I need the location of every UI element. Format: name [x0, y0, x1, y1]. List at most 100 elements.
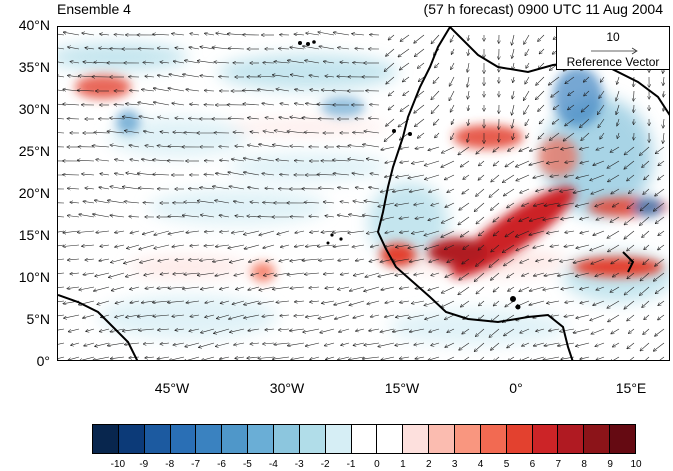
- wind-vector: [519, 356, 530, 360]
- wind-vector: [247, 216, 260, 217]
- wind-vector: [273, 356, 290, 359]
- wind-vector: [384, 132, 395, 141]
- wind-vector: [291, 356, 305, 360]
- wind-vector: [580, 146, 590, 149]
- wind-vector: [400, 301, 410, 303]
- wind-vector: [386, 76, 395, 84]
- wind-vector: [324, 61, 335, 63]
- wind-vector: [214, 328, 230, 333]
- wind-vector: [82, 33, 95, 36]
- wind-vector: [145, 287, 155, 289]
- wind-vector: [309, 216, 320, 217]
- wind-vector: [276, 160, 290, 161]
- wind-vector: [84, 342, 95, 346]
- wind-vector: [274, 272, 290, 276]
- wind-vector: [536, 258, 545, 261]
- wind-vector: [441, 300, 455, 307]
- wind-vector: [236, 286, 245, 289]
- anomaly-field: [58, 43, 669, 345]
- wind-vector: [393, 328, 410, 332]
- wind-vector: [381, 286, 395, 290]
- wind-vector: [265, 188, 275, 189]
- wind-vector: [576, 314, 590, 318]
- wind-vector: [288, 342, 305, 346]
- wind-vector: [63, 89, 80, 91]
- wind-vector: [617, 118, 619, 126]
- colorbar-label: 4: [477, 459, 484, 470]
- wind-vector: [143, 343, 155, 344]
- colorbar-label: -2: [320, 459, 330, 470]
- wind-vector: [607, 300, 620, 308]
- wind-vector: [445, 174, 455, 180]
- wind-vector: [126, 272, 140, 277]
- wind-vector: [215, 272, 230, 276]
- wind-vector: [318, 32, 335, 36]
- wind-vector: [139, 188, 155, 189]
- wind-vector: [371, 245, 380, 247]
- wind-vector: [627, 174, 635, 181]
- colorbar-label: 6: [529, 459, 536, 470]
- wind-vector: [450, 104, 455, 112]
- wind-vector: [408, 174, 425, 178]
- wind-vector: [356, 259, 365, 261]
- wind-vector: [305, 342, 320, 346]
- wind-vector: [108, 342, 125, 346]
- wind-vector: [656, 286, 665, 293]
- wind-vector: [306, 103, 320, 105]
- wind-vector: [168, 88, 185, 92]
- wind-vector: [205, 314, 215, 317]
- wind-vector: [624, 160, 635, 169]
- wind-vector: [462, 258, 470, 264]
- wind-vector: [507, 272, 515, 278]
- wind-vector: [58, 300, 65, 302]
- colorbar-label: 0: [374, 459, 380, 470]
- wind-vector: [442, 146, 455, 153]
- wind-vector: [265, 329, 275, 330]
- wind-vector: [414, 34, 425, 43]
- wind-vector: [83, 62, 95, 63]
- wind-vector: [601, 76, 605, 82]
- wind-vector: [451, 62, 455, 69]
- wind-vector: [262, 315, 275, 317]
- wind-vector: [464, 356, 470, 360]
- wind-vector: [265, 118, 275, 120]
- wind-vector: [431, 90, 440, 100]
- wind-vector: [608, 314, 620, 322]
- wind-vector: [526, 132, 530, 138]
- wind-vector: [493, 286, 500, 292]
- wind-vector: [321, 90, 335, 91]
- wind-vector: [581, 104, 590, 112]
- wind-vector: [258, 158, 275, 162]
- wind-vector: [415, 48, 425, 56]
- wind-vector: [409, 258, 425, 262]
- colorbar-cell: [118, 425, 145, 453]
- wind-vector: [434, 118, 440, 125]
- wind-vector: [173, 273, 185, 274]
- wind-vector: [319, 188, 335, 189]
- wind-vector: [624, 230, 635, 239]
- wind-vector: [186, 231, 200, 233]
- wind-vector: [442, 216, 455, 223]
- wind-vector: [63, 32, 80, 36]
- wind-vector: [400, 104, 410, 111]
- wind-vector: [333, 231, 350, 233]
- wind-vector: [263, 202, 275, 203]
- wind-vector: [366, 159, 380, 162]
- wind-vector: [396, 314, 410, 317]
- wind-vector: [435, 62, 440, 68]
- wind-vector: [199, 342, 215, 347]
- wind-vector: [640, 146, 650, 155]
- wind-vector: [201, 215, 215, 218]
- wind-vector: [302, 118, 320, 119]
- wind-vector: [310, 90, 320, 91]
- wind-vector: [259, 286, 275, 290]
- wind-vector: [627, 342, 635, 349]
- wind-vector: [266, 258, 275, 261]
- wind-vector: [85, 259, 95, 260]
- wind-vector: [385, 315, 395, 317]
- wind-vector: [613, 272, 620, 277]
- wind-vector: [516, 174, 530, 181]
- wind-vector: [153, 315, 170, 316]
- wind-vector: [656, 216, 665, 223]
- wind-vector: [384, 62, 395, 71]
